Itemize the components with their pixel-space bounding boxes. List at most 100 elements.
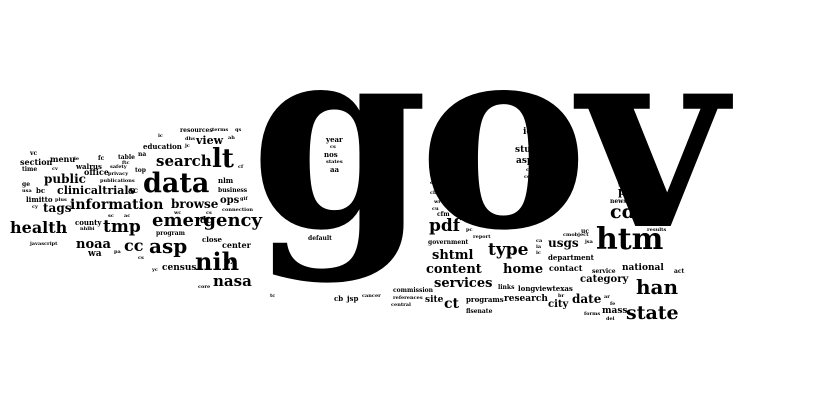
cloud-word: dc <box>200 216 212 226</box>
cloud-word: news <box>610 198 627 205</box>
cloud-word: ge <box>22 181 31 188</box>
cloud-word: tc <box>270 293 276 299</box>
cloud-word: uc <box>581 228 590 235</box>
cloud-word: cs <box>330 144 336 150</box>
cloud-word: county <box>75 218 102 227</box>
cloud-word: aa <box>330 165 340 174</box>
cloud-word: information <box>70 197 164 213</box>
cloud-word: cu <box>432 206 439 212</box>
cloud-word: gif <box>240 196 248 202</box>
cloud-word: na <box>138 151 147 158</box>
cloud-word: ah <box>228 135 235 141</box>
cloud-word: walrus <box>76 162 102 171</box>
cloud-word: han <box>636 275 679 299</box>
cloud-word: general <box>618 180 644 187</box>
cloud-word: nasa <box>213 272 252 290</box>
cloud-word: nih <box>195 247 240 276</box>
cloud-word: pc <box>466 227 473 233</box>
cloud-word: del <box>606 316 615 322</box>
cloud-word: study <box>515 145 543 155</box>
cloud-word: service <box>592 268 616 275</box>
cloud-word: links <box>498 284 515 291</box>
cloud-word: usa <box>22 188 32 194</box>
cloud-word: ca <box>536 238 543 244</box>
cloud-word: top <box>135 167 146 174</box>
cloud-word: date <box>572 292 602 306</box>
cloud-word: home <box>503 262 544 277</box>
cloud-word: ec <box>643 177 652 186</box>
cloud-word: ac <box>124 213 131 219</box>
cloud-word: fc <box>98 155 105 162</box>
cloud-word: qs <box>235 127 242 133</box>
cloud-word: references <box>393 295 423 301</box>
cloud-word: ftc <box>122 160 130 166</box>
cloud-word: programs <box>466 295 504 304</box>
cloud-word: cs <box>138 255 144 261</box>
cloud-word: office <box>84 167 109 177</box>
cloud-word: pa <box>114 249 121 255</box>
cloud-word: cdc <box>610 201 647 223</box>
cloud-word: page <box>618 185 648 198</box>
cloud-word: ic <box>158 133 163 139</box>
cloud-word: clinicaltrials <box>57 184 135 197</box>
cloud-word: shtml <box>432 248 474 263</box>
cloud-word: cc <box>124 236 144 255</box>
cloud-word: government <box>428 239 469 246</box>
cloud-word: program <box>156 230 185 237</box>
cloud-word: nhlbi <box>80 226 95 232</box>
cloud-word: plus <box>55 197 67 203</box>
feature-word: gov <box>250 0 727 287</box>
cloud-word: id <box>523 127 533 137</box>
cloud-word: central <box>391 302 411 308</box>
cloud-word: default <box>308 235 332 242</box>
cloud-word: cs <box>206 210 212 216</box>
cloud-word: menu <box>50 154 76 164</box>
cloud-word: bc <box>36 186 46 195</box>
cloud-word: type <box>488 240 529 260</box>
cloud-word: px <box>224 257 236 267</box>
cloud-word: longviewtexas <box>518 284 573 293</box>
cloud-word: mass <box>602 306 628 316</box>
cloud-word: rule <box>618 169 632 176</box>
cloud-word: table <box>118 154 135 161</box>
cloud-word: business <box>218 187 248 194</box>
cloud-word: wc <box>174 210 182 216</box>
cloud-word: section <box>20 157 53 167</box>
cloud-word: cn <box>526 167 533 173</box>
cloud-word: act <box>674 268 685 275</box>
cloud-word: services <box>434 276 493 291</box>
cloud-word: ia <box>536 244 542 250</box>
cloud-word: research <box>504 294 548 304</box>
cloud-word: results <box>647 227 667 233</box>
cloud-word: nos <box>324 150 338 159</box>
cloud-word: cmobject <box>563 232 589 238</box>
cloud-word: department <box>548 253 594 262</box>
cloud-word: close <box>202 235 222 244</box>
cloud-word: dhs <box>185 136 195 142</box>
cloud-word: tmp <box>103 217 141 237</box>
cloud-word: cy <box>32 204 38 210</box>
cloud-word: privacy <box>108 171 129 177</box>
cloud-word: safety <box>110 164 127 170</box>
cloud-word: health <box>10 218 68 237</box>
cloud-word: cf <box>238 164 244 170</box>
cloud-word: vc <box>30 150 38 157</box>
cloud-word: jsa <box>585 239 593 245</box>
cloud-word: time <box>22 166 38 173</box>
cloud-word: core <box>198 284 211 290</box>
cloud-word: browse <box>171 197 219 211</box>
cloud-word: javascript <box>30 241 58 247</box>
cloud-word: cancer <box>362 293 381 299</box>
cloud-word: connection <box>222 207 254 213</box>
cloud-word: report <box>473 234 491 240</box>
cloud-word: wa <box>88 249 102 259</box>
cloud-word: wr <box>434 199 441 205</box>
cloud-word: publications <box>100 178 135 184</box>
cloud-word: yc <box>152 267 158 273</box>
cloud-word: terms <box>212 127 229 133</box>
cloud-word: usgs <box>548 236 579 250</box>
cloud-word: br <box>558 293 565 299</box>
cloud-word: national <box>622 263 664 273</box>
cloud-word: state <box>626 302 679 324</box>
